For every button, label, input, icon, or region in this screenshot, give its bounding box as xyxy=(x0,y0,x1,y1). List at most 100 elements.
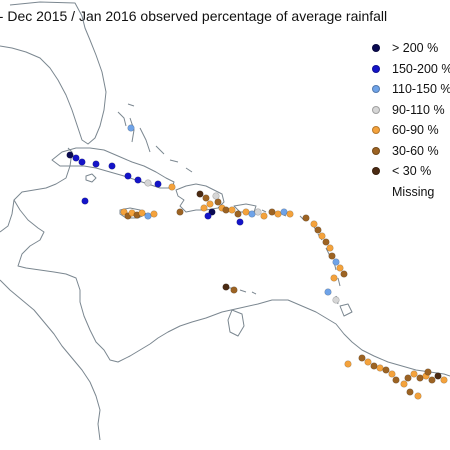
station-marker xyxy=(322,238,330,246)
station-marker xyxy=(222,283,230,291)
station-marker xyxy=(230,286,238,294)
station-marker xyxy=(204,212,212,220)
station-marker xyxy=(124,172,132,180)
legend-label: 150-200 % xyxy=(392,61,450,76)
lake-maracaibo xyxy=(227,309,245,337)
station-marker xyxy=(214,198,222,206)
legend-label: 30-60 % xyxy=(392,143,439,158)
south-america-coast xyxy=(149,299,450,377)
station-marker xyxy=(154,180,162,188)
station-marker xyxy=(202,194,210,202)
station-marker xyxy=(168,183,176,191)
station-marker xyxy=(236,218,244,226)
station-marker xyxy=(254,208,262,216)
station-markers xyxy=(66,124,448,400)
station-marker xyxy=(274,210,282,218)
station-marker xyxy=(92,160,100,168)
station-marker xyxy=(72,154,80,162)
legend-label: 60-90 % xyxy=(392,123,439,137)
station-marker xyxy=(280,208,288,216)
station-marker xyxy=(196,190,204,198)
station-marker xyxy=(81,197,89,205)
legend-swatch xyxy=(372,146,380,155)
legend-swatch xyxy=(372,126,380,134)
station-marker xyxy=(248,210,256,218)
pacific-coast xyxy=(0,279,101,441)
station-marker xyxy=(127,124,135,132)
legend-missing-label: Missing xyxy=(392,184,435,199)
station-marker xyxy=(414,392,422,400)
station-marker xyxy=(388,370,396,378)
station-marker xyxy=(434,372,442,380)
isle-of-youth xyxy=(85,173,97,183)
station-marker xyxy=(144,212,152,220)
station-marker xyxy=(138,209,146,217)
legend-swatch xyxy=(372,105,380,114)
legend-label: 90-110 % xyxy=(392,102,445,117)
station-marker xyxy=(358,354,366,362)
station-marker xyxy=(370,362,378,370)
station-marker xyxy=(310,220,318,228)
station-marker xyxy=(260,212,268,220)
station-marker xyxy=(404,374,412,382)
station-marker xyxy=(234,210,242,218)
station-marker xyxy=(332,258,340,266)
legend-swatch xyxy=(372,64,380,73)
station-marker xyxy=(364,358,372,366)
station-marker xyxy=(376,364,384,372)
mexico-gulf-coast xyxy=(0,147,73,233)
station-marker xyxy=(400,380,408,388)
station-marker xyxy=(150,210,158,218)
station-marker xyxy=(340,270,348,278)
station-marker xyxy=(416,374,424,382)
legend-label: < 30 % xyxy=(392,164,432,178)
abc-islands xyxy=(226,287,257,295)
florida-coast xyxy=(0,1,107,145)
station-marker xyxy=(134,176,142,184)
station-marker xyxy=(206,200,214,208)
trinidad-island xyxy=(339,303,353,317)
central-america-coast xyxy=(13,199,151,363)
station-marker xyxy=(212,192,220,200)
map-title: Nov - Dec 2015 / Jan 2016 observed perce… xyxy=(0,8,388,24)
station-marker xyxy=(144,179,152,187)
station-marker xyxy=(268,208,276,216)
station-marker xyxy=(330,274,338,282)
coastlines xyxy=(0,1,450,441)
station-marker xyxy=(326,244,334,252)
station-marker xyxy=(440,376,448,384)
station-marker xyxy=(318,232,326,240)
bahamas-islands xyxy=(117,103,193,173)
station-marker xyxy=(66,151,74,159)
station-marker xyxy=(406,388,414,396)
station-marker xyxy=(392,376,400,384)
station-marker xyxy=(200,204,208,212)
station-marker xyxy=(428,376,436,384)
station-marker xyxy=(120,208,128,216)
legend-label: 110-150 % xyxy=(392,82,450,96)
station-marker xyxy=(208,208,216,216)
legend-swatch xyxy=(372,44,380,52)
station-marker xyxy=(382,366,390,374)
legend-swatch xyxy=(372,167,380,175)
station-marker xyxy=(302,214,310,222)
station-marker xyxy=(228,206,236,214)
station-marker xyxy=(222,206,230,214)
station-marker xyxy=(332,296,340,304)
legend-label: > 200 % xyxy=(392,41,439,55)
legend-swatch xyxy=(372,85,380,93)
hispaniola-island xyxy=(175,183,225,213)
station-marker xyxy=(314,226,322,234)
station-marker xyxy=(108,162,116,170)
station-marker xyxy=(242,208,250,216)
station-marker xyxy=(344,360,352,368)
station-marker xyxy=(424,368,432,376)
station-marker xyxy=(78,158,86,166)
station-marker xyxy=(176,208,184,216)
station-marker xyxy=(410,370,418,378)
station-marker xyxy=(328,252,336,260)
station-marker xyxy=(324,288,332,296)
station-marker xyxy=(286,210,294,218)
